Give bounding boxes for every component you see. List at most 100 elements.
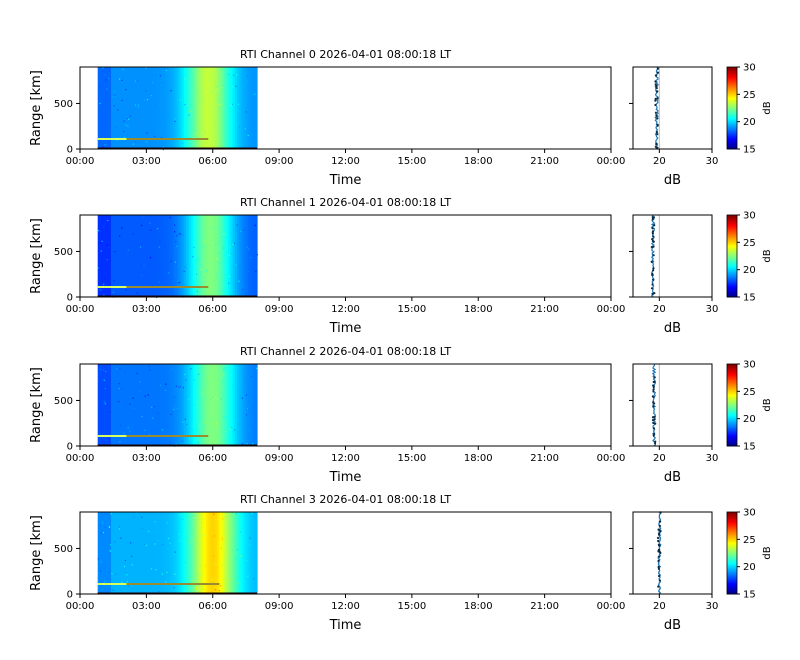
heatmap-speckle <box>182 387 185 389</box>
heatmap-speckle <box>245 394 248 396</box>
heatmap-column <box>126 364 130 446</box>
heatmap-speckle <box>250 279 252 281</box>
heatmap-speckle <box>179 540 181 542</box>
colorbar-segment <box>727 237 737 240</box>
profile-point <box>652 384 655 387</box>
colorbar-segment <box>727 564 737 567</box>
heatmap-speckle <box>115 96 117 98</box>
heatmap-column <box>148 364 152 446</box>
heatmap-column <box>113 512 116 594</box>
colorbar-segment <box>727 540 737 543</box>
colorbar-segment <box>727 83 737 86</box>
colorbar-segment <box>727 376 737 379</box>
x-tick-label: 00:00 <box>66 453 95 464</box>
colorbar-segment <box>727 408 737 411</box>
heatmap-speckle <box>218 546 221 548</box>
profile-x-tick-label: 20 <box>653 601 666 612</box>
heatmap-speckle <box>153 372 155 374</box>
heatmap-speckle <box>221 564 223 567</box>
heatmap-speckle <box>113 67 115 70</box>
heatmap-column <box>188 364 192 446</box>
heatmap-column <box>212 364 216 446</box>
heatmap-speckle <box>218 262 221 265</box>
colorbar-segment <box>727 436 737 439</box>
colorbar-segment <box>727 103 737 106</box>
colorbar-segment <box>727 137 737 140</box>
heatmap-column <box>115 364 119 446</box>
colorbar-segment <box>727 364 737 367</box>
y-tick-label: 500 <box>54 247 73 258</box>
heatmap-column <box>161 67 165 149</box>
heatmap-speckle <box>174 551 176 553</box>
heatmap-column <box>190 512 194 594</box>
heatmap-speckle <box>141 564 143 566</box>
colorbar-segment <box>727 552 737 555</box>
colorbar-segment <box>727 588 737 591</box>
profile-point <box>652 254 655 257</box>
colorbar-segment <box>727 516 737 519</box>
colorbar-tick-label: 20 <box>743 414 756 425</box>
heatmap-speckle <box>170 90 172 92</box>
colorbar-segment <box>727 402 737 405</box>
heatmap-speckle <box>145 67 147 69</box>
heatmap-speckle <box>213 555 215 557</box>
heatmap-speckle <box>233 242 235 245</box>
heatmap-speckle <box>197 123 199 125</box>
heatmap-speckle <box>246 75 248 77</box>
colorbar-segment <box>727 255 737 258</box>
colorbar-frame <box>726 66 738 150</box>
heatmap-speckle <box>233 74 235 76</box>
heatmap-speckle <box>106 93 108 95</box>
heatmap-speckle <box>255 117 257 119</box>
heatmap-column <box>214 364 218 446</box>
heatmap-column <box>108 67 112 149</box>
heatmap-speckle <box>114 126 117 128</box>
heatmap-column <box>248 215 251 297</box>
heatmap-column <box>232 364 236 446</box>
heatmap-column <box>179 364 183 446</box>
heatmap-column <box>168 512 172 594</box>
heatmap-column <box>144 364 147 446</box>
heatmap-column <box>104 512 108 594</box>
heatmap-speckle <box>195 273 198 275</box>
heatmap-speckle <box>116 139 118 141</box>
heatmap-speckle <box>118 528 121 530</box>
heatmap-speckle <box>158 281 160 283</box>
heatmap-speckle <box>123 130 125 133</box>
colorbar-segment <box>727 530 737 533</box>
heatmap-column <box>130 512 134 594</box>
heatmap-column <box>150 67 154 149</box>
heatmap-column <box>254 364 258 446</box>
heatmap-speckle <box>223 537 225 539</box>
heatmap-column <box>179 67 183 149</box>
heatmap-speckle <box>126 67 128 69</box>
heatmap-column <box>141 364 145 446</box>
heatmap-speckle <box>236 237 238 239</box>
heatmap-column <box>210 364 214 446</box>
heatmap-column <box>232 215 236 297</box>
heatmap-cells <box>97 512 258 594</box>
heatmap-speckle <box>168 270 170 272</box>
colorbar-segment <box>727 574 737 577</box>
heatmap-column <box>122 364 125 446</box>
heatmap-speckle <box>141 512 143 515</box>
heatmap-speckle <box>201 425 204 427</box>
heatmap-column <box>203 67 207 149</box>
colorbar-segment <box>727 538 737 541</box>
heatmap-speckle <box>241 397 244 399</box>
heatmap-column <box>206 512 209 594</box>
heatmap-column <box>245 215 249 297</box>
profile-point <box>656 123 659 126</box>
heatmap-speckle <box>224 254 226 257</box>
colorbar-segment <box>727 570 737 573</box>
profile-point <box>653 224 656 227</box>
heatmap-speckle <box>231 431 233 433</box>
profile-point <box>650 287 654 290</box>
heatmap-speckle <box>193 411 195 413</box>
heatmap-speckle <box>229 246 232 248</box>
heatmap-speckle <box>182 439 184 441</box>
heatmap-speckle <box>133 516 135 518</box>
colorbar-segment <box>727 77 737 80</box>
panel-title: RTI Channel 3 2026-04-01 08:00:18 LT <box>240 493 451 506</box>
heatmap-speckle <box>167 537 170 540</box>
